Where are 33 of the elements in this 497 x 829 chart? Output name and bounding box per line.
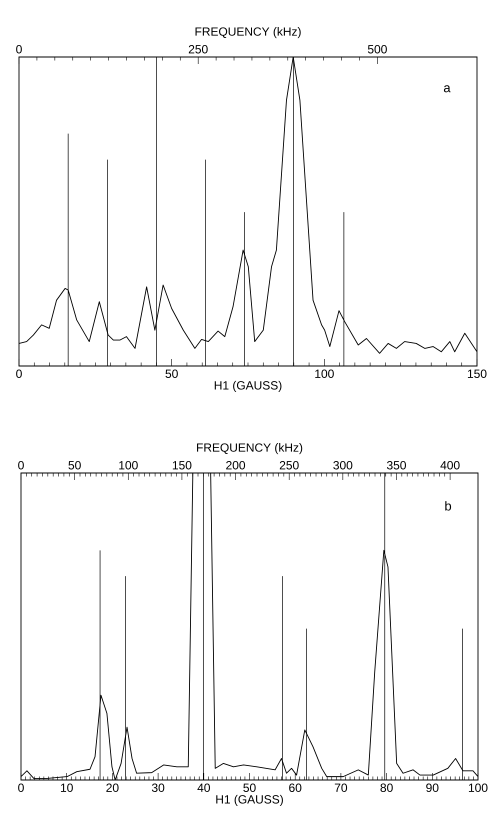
x2-tick-label: 100 xyxy=(119,461,138,470)
x-tick-label: 50 xyxy=(243,784,256,792)
x2-tick-label: 0 xyxy=(16,45,22,54)
x-tick-label: 40 xyxy=(197,784,210,792)
x2-tick-label: 350 xyxy=(386,461,406,470)
x-tick-label: 60 xyxy=(289,784,302,792)
x2-axis-title: FREQUENCY (kHz) xyxy=(197,443,302,454)
x-tick-label: 90 xyxy=(426,784,438,792)
x2-tick-label: 150 xyxy=(172,461,192,470)
x2-tick-label: 250 xyxy=(188,45,208,54)
x-tick-label: 20 xyxy=(106,784,119,792)
x-axis-title: H1 (GAUSS) xyxy=(214,380,282,392)
x2-tick-label: 400 xyxy=(440,461,460,470)
x-tick-label: 30 xyxy=(152,784,164,792)
annotation: a xyxy=(444,85,451,92)
x2-tick-label: 300 xyxy=(333,461,352,470)
x-axis-title: H1 (GAUSS) xyxy=(216,794,283,806)
x-tick-label: 100 xyxy=(315,370,334,378)
x2-tick-label: 50 xyxy=(68,461,81,470)
x2-tick-label: 250 xyxy=(280,461,299,470)
annotation: b xyxy=(445,501,452,511)
x-tick-label: 50 xyxy=(166,370,178,378)
x2-tick-label: 200 xyxy=(226,461,246,470)
x2-tick-label: 0 xyxy=(18,461,24,470)
x-tick-label: 0 xyxy=(18,784,24,792)
x-tick-label: 70 xyxy=(334,784,348,792)
x-tick-label: 100 xyxy=(468,784,488,792)
x-tick-label: 0 xyxy=(16,370,22,378)
x2-axis-title: FREQUENCY (kHz) xyxy=(196,27,301,38)
x2-tick-label: 500 xyxy=(368,45,387,54)
x-tick-label: 10 xyxy=(60,784,73,792)
x-tick-label: 80 xyxy=(380,784,393,792)
x-tick-label: 150 xyxy=(468,370,487,378)
